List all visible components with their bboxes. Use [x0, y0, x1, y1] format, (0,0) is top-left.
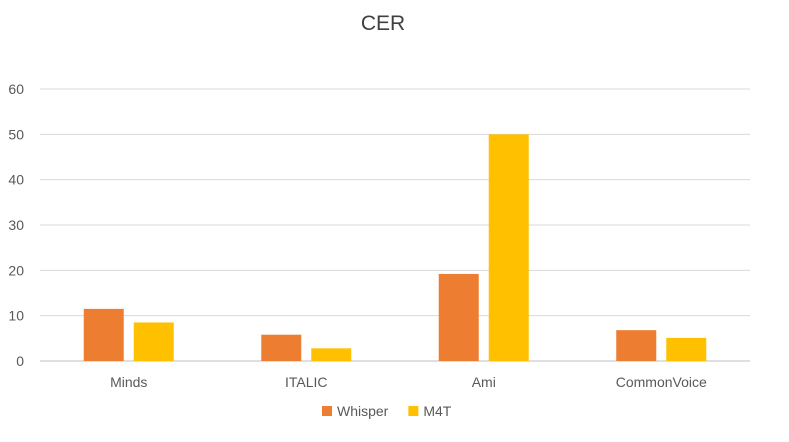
bar-whisper-italic [261, 334, 302, 361]
x-axis-ticks: Minds ITALIC Ami CommonVoice [110, 374, 707, 390]
y-tick-label: 0 [16, 353, 24, 369]
legend-swatch-m4t [408, 406, 419, 416]
y-tick-label: 50 [8, 126, 24, 142]
x-tick-label: CommonVoice [616, 374, 707, 390]
x-tick-label: Minds [110, 374, 147, 390]
y-tick-label: 30 [8, 217, 24, 233]
y-tick-label: 60 [8, 81, 24, 97]
bar-whisper-commonvoice [616, 330, 657, 361]
gridlines [40, 88, 750, 362]
bar-whisper-ami [438, 273, 479, 361]
y-tick-label: 20 [8, 262, 24, 278]
legend: Whisper M4T [322, 403, 452, 419]
legend-label-whisper: Whisper [337, 403, 389, 419]
y-tick-label: 40 [8, 172, 24, 188]
x-tick-label: ITALIC [285, 374, 328, 390]
x-tick-label: Ami [472, 374, 496, 390]
bar-whisper-minds [83, 308, 124, 361]
y-tick-label: 10 [8, 308, 24, 324]
bar-m4t-commonvoice [666, 337, 707, 361]
legend-swatch-whisper [322, 406, 332, 416]
legend-label-m4t: M4T [423, 403, 451, 419]
bar-m4t-minds [133, 322, 174, 361]
bar-m4t-ami [488, 134, 529, 361]
bars [83, 134, 707, 361]
y-axis-ticks: 0 10 20 30 40 50 60 [8, 81, 24, 369]
bar-m4t-italic [311, 348, 352, 361]
chart-title: CER [361, 12, 405, 35]
